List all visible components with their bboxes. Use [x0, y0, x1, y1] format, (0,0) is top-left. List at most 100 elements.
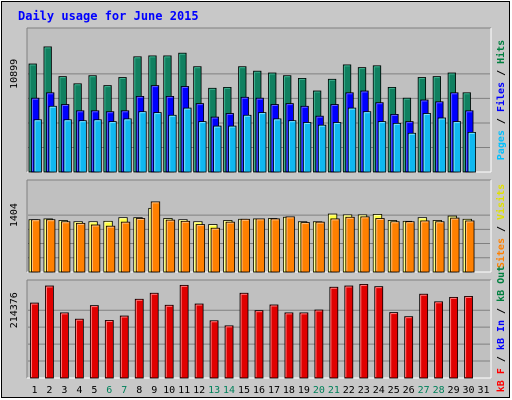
bar-sites-day-12: [195, 224, 206, 273]
bar-kb-f-day-23: [359, 284, 369, 379]
bar-sites-day-24: [375, 218, 385, 273]
bar-pages-day-26: [407, 132, 417, 173]
y-tick-label: 1404: [9, 203, 20, 227]
bar-sites-day-25: [390, 221, 400, 273]
bar-pages-day-28: [437, 117, 446, 173]
bar-pages-day-16: [258, 112, 267, 173]
bar-pages-day-14: [228, 125, 237, 173]
bar-sites-day-17: [270, 218, 280, 273]
bar-kb-f-day-4: [75, 318, 84, 379]
x-tick-label: 12: [193, 385, 205, 396]
x-tick-label: 15: [238, 385, 250, 396]
x-tick-label: 23: [358, 385, 370, 396]
legend-entry: kB F: [496, 368, 507, 392]
bar-pages-day-3: [63, 119, 72, 173]
bar-kb-f-day-21: [329, 286, 339, 379]
bar-kb-f-day-12: [194, 303, 204, 379]
bar-pages-day-25: [392, 123, 402, 173]
bar-kb-f-day-10: [164, 304, 174, 379]
x-tick-label: 16: [253, 385, 265, 396]
bar-pages-day-20: [317, 124, 327, 173]
legend-entry: Hits: [495, 40, 507, 64]
x-tick-label: 26: [403, 385, 415, 396]
x-axis-labels: 1 2 3 4 5 6 7 8 9 10 11 12 13 14 15 16 17 18 19 20 21 22 23 24 2…: [31, 385, 489, 396]
bar-pages-day-18: [288, 120, 297, 173]
bar-sites-day-2: [46, 219, 56, 273]
bar-sites-day-4: [76, 222, 86, 273]
x-tick-label: 7: [121, 385, 127, 396]
bar-pages-day-10: [168, 114, 177, 173]
bar-kb-f-day-5: [89, 305, 99, 379]
bar-pages-day-11: [183, 107, 192, 173]
x-tick-label: 24: [373, 385, 385, 396]
bar-sites-day-21: [330, 218, 340, 273]
legend-entry: /: [496, 220, 507, 238]
bar-pages-day-29: [452, 121, 461, 173]
x-tick-label: 30: [463, 385, 475, 396]
x-tick-label: 8: [136, 385, 142, 396]
bar-kb-f-day-1: [30, 302, 39, 379]
bar-kb-f-day-17: [269, 304, 279, 379]
legend: Sites / Visits: [495, 184, 507, 268]
legend-entry: Pages: [496, 130, 507, 160]
bar-pages-day-17: [273, 118, 282, 173]
panel-top: 10899 Pages / Files / Hits: [9, 27, 507, 173]
bar-pages-day-2: [48, 105, 57, 173]
bar-kb-f-day-13: [209, 320, 219, 379]
bar-pages-day-21: [332, 122, 342, 173]
bar-kb-f-day-7: [119, 315, 129, 379]
bar-sites-day-27: [420, 220, 430, 273]
x-tick-label: 1: [31, 385, 37, 396]
x-tick-label: 21: [328, 385, 340, 396]
bar-sites-day-18: [285, 216, 295, 273]
bar-sites-day-26: [405, 221, 415, 273]
bar-sites-day-19: [300, 222, 310, 273]
bar-kb-f-day-28: [434, 301, 443, 379]
bar-sites-day-11: [180, 220, 191, 273]
legend-entry: /: [496, 302, 507, 320]
bar-kb-f-day-20: [314, 309, 324, 379]
bar-kb-f-day-24: [374, 286, 384, 379]
bar-pages-day-13: [213, 125, 222, 173]
bar-kb-f-day-6: [104, 320, 114, 379]
bar-kb-f-day-29: [449, 296, 458, 379]
x-tick-label: 2: [46, 385, 52, 396]
bar-kb-f-day-16: [254, 310, 264, 379]
legend: Pages / Files / Hits: [495, 40, 507, 160]
bar-pages-day-9: [153, 112, 162, 173]
x-tick-label: 6: [106, 385, 112, 396]
x-tick-label: 11: [178, 385, 190, 396]
x-tick-label: 4: [76, 385, 82, 396]
bar-kb-f-day-2: [45, 285, 54, 379]
bar-kb-f-day-30: [464, 296, 473, 379]
bar-sites-day-29: [450, 217, 460, 273]
legend-entry: kB Out: [496, 266, 507, 302]
y-tick-label: 10899: [9, 59, 20, 89]
bar-sites-day-22: [345, 216, 355, 273]
bar-sites-day-5: [90, 224, 101, 273]
x-tick-label: 20: [313, 385, 325, 396]
bar-pages-day-30: [467, 131, 476, 173]
legend-entry: kB In: [496, 320, 507, 350]
legend-entry: Sites: [495, 238, 507, 268]
bar-kb-f-day-18: [284, 312, 294, 379]
bar-pages-day-23: [362, 111, 372, 173]
chart-panels: 10899 Pages / Files / Hits 1404 Sites / Vis…: [9, 27, 507, 392]
bar-kb-f-day-19: [299, 312, 309, 379]
bar-sites-day-9: [150, 201, 161, 273]
bar-pages-day-12: [198, 121, 207, 173]
bar-sites-day-1: [31, 219, 41, 273]
x-tick-label: 14: [223, 385, 235, 396]
bar-sites-day-15: [240, 218, 250, 273]
x-tick-label: 13: [208, 385, 220, 396]
bar-sites-day-7: [120, 221, 131, 273]
bar-sites-day-14: [225, 221, 235, 273]
bar-pages-day-22: [347, 107, 357, 173]
legend-entry: Files: [495, 82, 507, 112]
x-tick-label: 31: [477, 385, 489, 396]
x-tick-label: 27: [418, 385, 430, 396]
bar-pages-day-1: [33, 119, 42, 173]
legend-entry: Visits: [495, 184, 507, 220]
bar-kb-f-day-15: [239, 292, 249, 379]
